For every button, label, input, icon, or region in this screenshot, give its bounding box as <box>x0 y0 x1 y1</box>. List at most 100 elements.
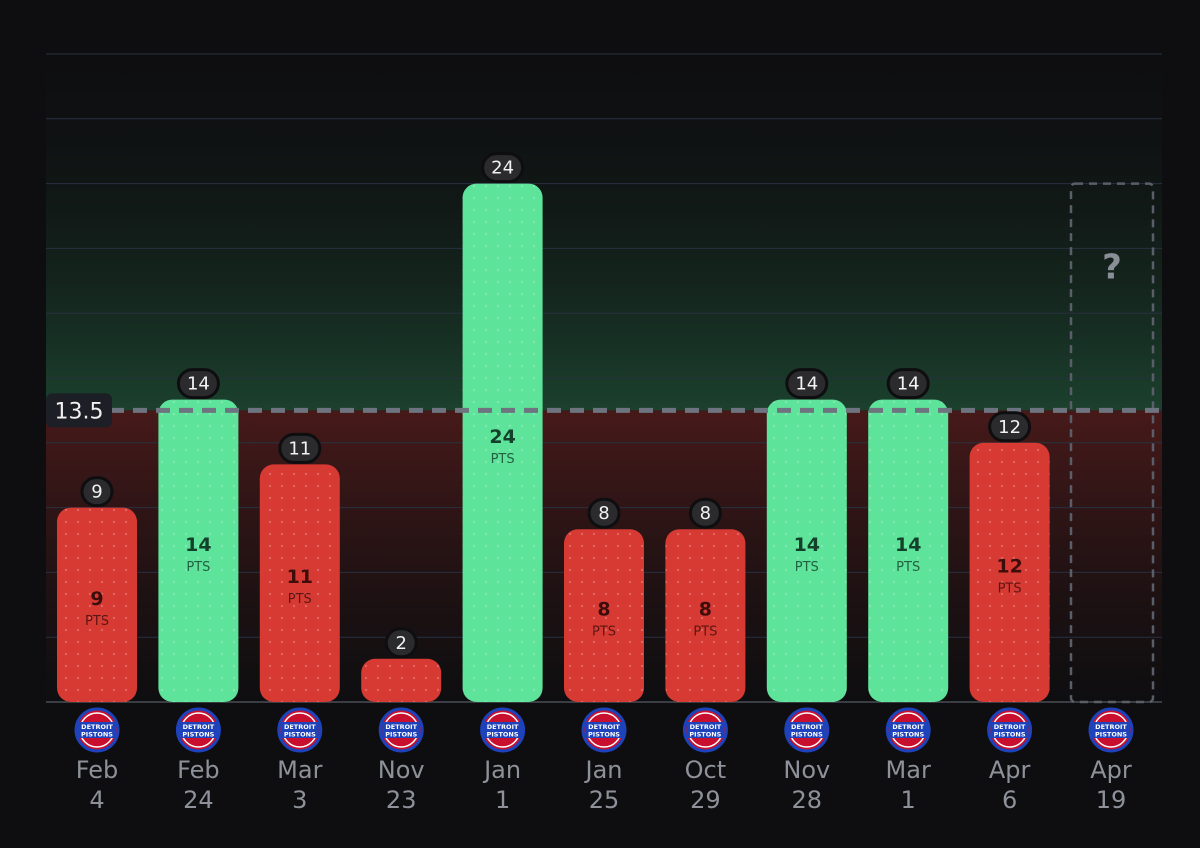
over-zone <box>46 32 1162 411</box>
x-tick-day: 1 <box>901 786 916 814</box>
x-tick-month: Jan <box>482 756 521 784</box>
x-tick-month: Feb <box>76 756 119 784</box>
bar-value-label: 24 <box>489 426 515 448</box>
bar-top-pill <box>988 411 1032 443</box>
bar-texture <box>57 507 137 702</box>
x-tick-day: 24 <box>183 786 214 814</box>
bar-unit-label: PTS <box>592 625 616 640</box>
bar-unit-label: PTS <box>795 560 819 575</box>
svg-text:DETROIT: DETROIT <box>385 723 417 731</box>
x-tick-month: Apr <box>1090 756 1132 784</box>
bar-texture <box>868 399 949 702</box>
bar-top-pill <box>278 432 322 464</box>
threshold-badge <box>46 393 112 428</box>
bar-top-pill <box>384 627 418 659</box>
bar-top-pill <box>481 152 525 184</box>
bar-top-pill <box>785 368 829 400</box>
bar-top-value: 24 <box>491 158 514 179</box>
svg-text:DETROIT: DETROIT <box>81 723 113 731</box>
x-tick-day: 3 <box>292 786 307 814</box>
svg-text:DETROIT: DETROIT <box>892 723 924 731</box>
x-tick-month: Mar <box>886 756 931 784</box>
bar-value-label: 14 <box>185 534 211 556</box>
svg-text:DETROIT: DETROIT <box>1095 723 1127 731</box>
svg-text:PISTONS: PISTONS <box>284 731 316 739</box>
bar-texture <box>766 399 847 702</box>
bar-unit-label: PTS <box>288 592 312 607</box>
bar-texture <box>665 529 746 702</box>
bar-unit-label: PTS <box>491 452 515 467</box>
x-tick-month: Nov <box>378 756 425 784</box>
bar-top-value: 9 <box>91 482 102 503</box>
svg-text:PISTONS: PISTONS <box>1095 731 1127 739</box>
x-tick-month: Oct <box>685 756 727 784</box>
svg-text:PISTONS: PISTONS <box>182 731 214 739</box>
x-tick-month: Mar <box>277 756 322 784</box>
threshold-label: 13.5 <box>55 399 104 424</box>
bar-texture <box>361 658 442 702</box>
x-tick-day: 19 <box>1096 786 1127 814</box>
upcoming-bar-placeholder <box>1069 182 1155 704</box>
bar-unit-label: PTS <box>998 581 1022 596</box>
bar-value-label: 14 <box>794 534 820 556</box>
bar-unit-label: PTS <box>186 560 210 575</box>
svg-text:PISTONS: PISTONS <box>81 731 113 739</box>
bar-top-pill <box>587 497 621 529</box>
bar-top-value: 14 <box>187 374 210 395</box>
bar-value-label: 14 <box>895 534 921 556</box>
bar-texture <box>969 442 1050 702</box>
bar-top-value: 14 <box>795 374 818 395</box>
svg-text:PISTONS: PISTONS <box>689 731 721 739</box>
bar-texture <box>564 529 644 702</box>
bar-value-label: 9 <box>90 588 103 610</box>
bar-top-value: 11 <box>288 438 311 459</box>
svg-text:PISTONS: PISTONS <box>892 731 924 739</box>
svg-text:PISTONS: PISTONS <box>385 731 417 739</box>
bar-top-value: 8 <box>700 503 711 524</box>
bar-value-label: 8 <box>597 599 610 621</box>
svg-text:DETROIT: DETROIT <box>588 723 620 731</box>
x-tick-day: 1 <box>495 786 510 814</box>
bar-value-label: 12 <box>996 555 1022 577</box>
bar-value-label: 11 <box>287 566 313 588</box>
svg-text:DETROIT: DETROIT <box>487 723 519 731</box>
svg-text:DETROIT: DETROIT <box>994 723 1026 731</box>
svg-text:DETROIT: DETROIT <box>183 723 215 731</box>
bar-top-value: 12 <box>998 417 1021 438</box>
svg-text:DETROIT: DETROIT <box>791 723 823 731</box>
bar-top-value: 8 <box>598 503 609 524</box>
svg-text:PISTONS: PISTONS <box>588 731 620 739</box>
x-tick-day: 4 <box>89 786 104 814</box>
x-tick-month: Jan <box>584 756 623 784</box>
bar-top-pill <box>886 368 930 400</box>
bar-unit-label: PTS <box>896 560 920 575</box>
bar-texture <box>259 464 340 702</box>
bar-unit-label: PTS <box>85 614 109 629</box>
upcoming-question-mark: ? <box>1102 248 1122 288</box>
bar-texture <box>158 399 239 702</box>
bar-top-pill <box>80 476 114 508</box>
svg-text:PISTONS: PISTONS <box>791 731 823 739</box>
bar-top-pill <box>688 497 722 529</box>
bar-unit-label: PTS <box>693 625 717 640</box>
bar-top-value: 14 <box>897 374 920 395</box>
x-tick-day: 25 <box>589 786 620 814</box>
svg-text:PISTONS: PISTONS <box>487 731 519 739</box>
svg-text:DETROIT: DETROIT <box>284 723 316 731</box>
x-tick-day: 6 <box>1002 786 1017 814</box>
svg-text:PISTONS: PISTONS <box>994 731 1026 739</box>
x-tick-month: Apr <box>989 756 1031 784</box>
svg-text:DETROIT: DETROIT <box>690 723 722 731</box>
bar-top-pill <box>176 368 220 400</box>
